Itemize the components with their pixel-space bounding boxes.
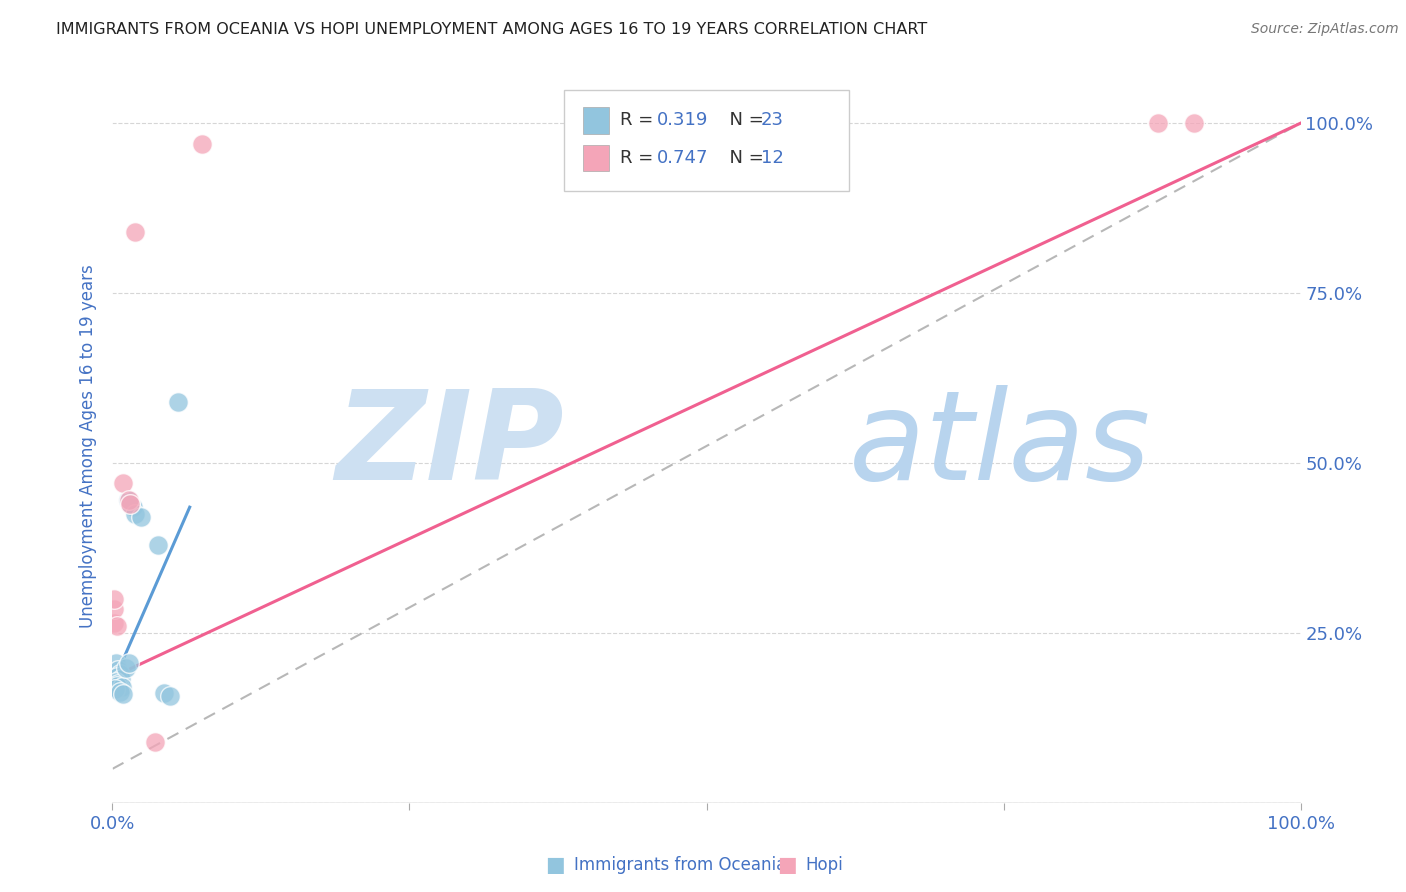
Text: 12: 12 — [761, 149, 783, 167]
Point — [118, 657, 141, 671]
Point — [105, 679, 128, 693]
Point — [108, 685, 131, 699]
Text: N =: N = — [718, 149, 770, 167]
Text: Source: ZipAtlas.com: Source: ZipAtlas.com — [1251, 22, 1399, 37]
Text: IMMIGRANTS FROM OCEANIA VS HOPI UNEMPLOYMENT AMONG AGES 16 TO 19 YEARS CORRELATI: IMMIGRANTS FROM OCEANIA VS HOPI UNEMPLOY… — [56, 22, 928, 37]
Point — [103, 602, 125, 616]
Point — [108, 666, 131, 681]
Point — [114, 661, 136, 675]
Point — [152, 686, 174, 700]
Point — [124, 225, 146, 239]
Text: N =: N = — [718, 112, 770, 129]
Point — [190, 136, 212, 151]
Text: Immigrants from Oceania: Immigrants from Oceania — [574, 856, 786, 874]
Point — [120, 497, 142, 511]
Text: ZIP: ZIP — [335, 385, 564, 507]
Text: Hopi: Hopi — [806, 856, 844, 874]
Text: 0.747: 0.747 — [657, 149, 709, 167]
Point — [103, 591, 125, 606]
Point — [110, 672, 132, 686]
Point — [105, 657, 128, 671]
Point — [112, 687, 135, 701]
Point — [104, 682, 127, 697]
Point — [1147, 116, 1170, 130]
Point — [1182, 116, 1205, 130]
Point — [111, 680, 134, 694]
Point — [143, 734, 166, 748]
Text: atlas: atlas — [849, 385, 1152, 507]
Point — [112, 476, 135, 491]
Point — [103, 615, 125, 630]
Point — [105, 670, 128, 684]
Point — [121, 500, 143, 515]
Point — [159, 689, 181, 703]
Point — [118, 493, 141, 508]
Point — [105, 674, 128, 689]
Point — [107, 663, 129, 677]
Text: R =: R = — [620, 149, 659, 167]
Point — [107, 677, 129, 691]
Point — [117, 493, 139, 508]
Text: ■: ■ — [778, 855, 797, 875]
Point — [166, 394, 188, 409]
Point — [120, 497, 142, 511]
Y-axis label: Unemployment Among Ages 16 to 19 years: Unemployment Among Ages 16 to 19 years — [79, 264, 97, 628]
Text: 0.319: 0.319 — [657, 112, 709, 129]
Point — [105, 619, 128, 633]
Point — [124, 507, 146, 521]
Text: 23: 23 — [761, 112, 783, 129]
Text: ■: ■ — [546, 855, 565, 875]
Point — [129, 510, 152, 524]
Point — [146, 537, 169, 551]
Text: R =: R = — [620, 112, 659, 129]
